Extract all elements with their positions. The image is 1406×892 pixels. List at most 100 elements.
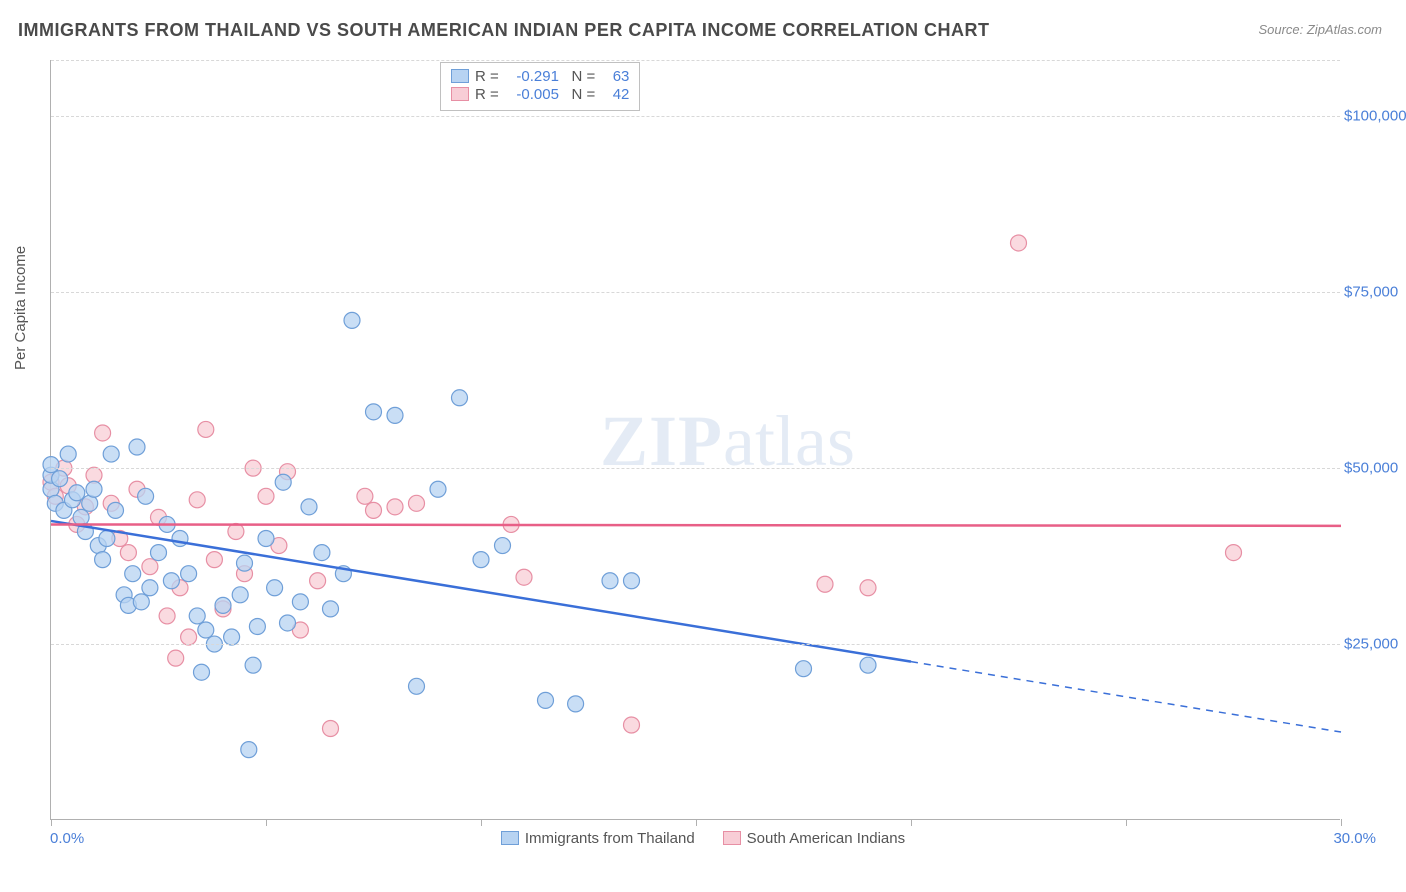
thailand-point: [86, 481, 102, 497]
sai-regression-line: [51, 524, 1341, 525]
thailand-point: [602, 573, 618, 589]
sai-point: [142, 559, 158, 575]
sai-point: [206, 552, 222, 568]
x-tick: [51, 819, 52, 826]
sai-point: [258, 488, 274, 504]
series-label: Immigrants from Thailand: [525, 830, 695, 847]
n-value: 63: [599, 68, 629, 85]
thailand-point: [99, 531, 115, 547]
thailand-point: [232, 587, 248, 603]
swatch-thailand: [451, 69, 469, 83]
thailand-point: [181, 566, 197, 582]
series-label: South American Indians: [747, 830, 905, 847]
thailand-point: [292, 594, 308, 610]
swatch-sai: [451, 87, 469, 101]
thailand-point: [568, 696, 584, 712]
thailand-point: [538, 692, 554, 708]
thailand-point: [60, 446, 76, 462]
thailand-point: [495, 538, 511, 554]
series-legend: Immigrants from Thailand South American I…: [0, 830, 1406, 847]
gridline: [51, 644, 1340, 645]
thailand-point: [52, 471, 68, 487]
thailand-point: [151, 545, 167, 561]
n-label: N =: [571, 68, 599, 85]
thailand-point: [198, 622, 214, 638]
swatch-thailand: [501, 831, 519, 845]
thailand-point: [129, 439, 145, 455]
x-tick: [481, 819, 482, 826]
thailand-point: [224, 629, 240, 645]
thailand-point: [138, 488, 154, 504]
series-legend-sai: South American Indians: [723, 830, 905, 847]
r-label: R =: [475, 86, 503, 103]
x-tick: [911, 819, 912, 826]
sai-point: [310, 573, 326, 589]
thailand-point: [133, 594, 149, 610]
thailand-point: [108, 502, 124, 518]
thailand-point: [215, 597, 231, 613]
sai-point: [409, 495, 425, 511]
thailand-point: [323, 601, 339, 617]
sai-point: [1226, 545, 1242, 561]
sai-point: [189, 492, 205, 508]
thailand-point: [125, 566, 141, 582]
sai-point: [366, 502, 382, 518]
thailand-point: [163, 573, 179, 589]
thailand-point: [366, 404, 382, 420]
thailand-point: [387, 407, 403, 423]
thailand-point: [189, 608, 205, 624]
sai-point: [168, 650, 184, 666]
thailand-point: [237, 555, 253, 571]
gridline: [51, 468, 1340, 469]
sai-point: [1011, 235, 1027, 251]
x-tick: [266, 819, 267, 826]
y-tick-label: $75,000: [1344, 284, 1406, 301]
n-label: N =: [571, 86, 599, 103]
thailand-regression-line-extrapolated: [911, 662, 1341, 732]
thailand-point: [452, 390, 468, 406]
thailand-point: [796, 661, 812, 677]
correlation-legend: R = -0.291 N = 63R = -0.005 N = 42: [440, 62, 640, 111]
legend-row-thailand: R = -0.291 N = 63: [451, 68, 629, 85]
gridline: [51, 60, 1340, 61]
y-tick-label: $25,000: [1344, 636, 1406, 653]
x-tick: [1341, 819, 1342, 826]
chart-title: IMMIGRANTS FROM THAILAND VS SOUTH AMERIC…: [18, 20, 989, 41]
y-tick-label: $100,000: [1344, 108, 1406, 125]
sai-point: [357, 488, 373, 504]
thailand-point: [43, 457, 59, 473]
x-tick: [696, 819, 697, 826]
sai-point: [181, 629, 197, 645]
sai-point: [95, 425, 111, 441]
sai-point: [120, 545, 136, 561]
r-value: -0.005: [503, 86, 559, 103]
sai-point: [624, 717, 640, 733]
thailand-point: [267, 580, 283, 596]
thailand-point: [95, 552, 111, 568]
sai-point: [817, 576, 833, 592]
gridline: [51, 116, 1340, 117]
thailand-point: [275, 474, 291, 490]
r-value: -0.291: [503, 68, 559, 85]
chart-source: Source: ZipAtlas.com: [1258, 22, 1382, 37]
sai-point: [516, 569, 532, 585]
r-label: R =: [475, 68, 503, 85]
thailand-point: [624, 573, 640, 589]
y-tick-label: $50,000: [1344, 460, 1406, 477]
thailand-point: [258, 531, 274, 547]
x-tick: [1126, 819, 1127, 826]
thailand-point: [280, 615, 296, 631]
thailand-point: [860, 657, 876, 673]
plot-area: $25,000$50,000$75,000$100,000: [50, 60, 1340, 820]
swatch-sai: [723, 831, 741, 845]
thailand-point: [69, 485, 85, 501]
thailand-point: [314, 545, 330, 561]
series-legend-thailand: Immigrants from Thailand: [501, 830, 695, 847]
sai-point: [387, 499, 403, 515]
sai-point: [323, 721, 339, 737]
n-value: 42: [599, 86, 629, 103]
sai-point: [159, 608, 175, 624]
plot-svg: [51, 60, 1340, 819]
thailand-point: [194, 664, 210, 680]
y-axis-title: Per Capita Income: [12, 246, 29, 370]
